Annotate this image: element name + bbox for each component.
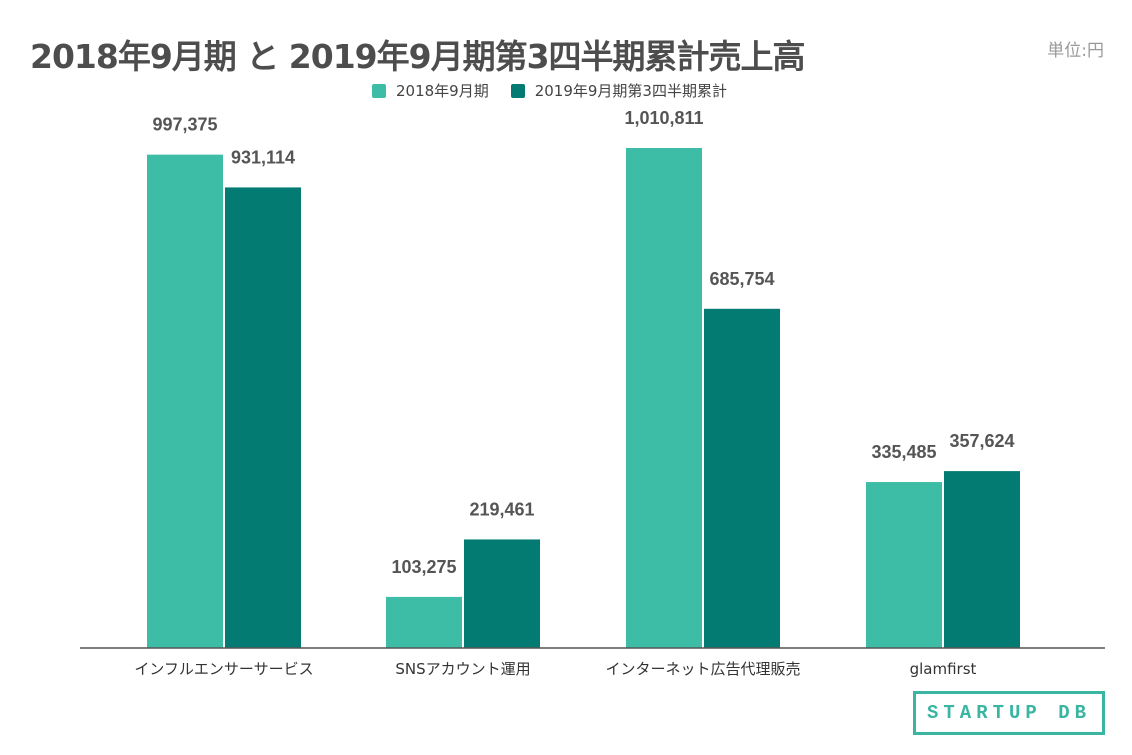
legend-label-2019: 2019年9月期第3四半期累計: [534, 82, 727, 100]
bar-2018-3: [866, 482, 942, 648]
bar-2019-3: [944, 471, 1020, 648]
data-label-2018-1: 103,275: [391, 557, 456, 577]
data-label-2019-2: 685,754: [709, 269, 774, 289]
x-tick-label-0: インフルエンサーサービス: [134, 660, 313, 678]
bar-2018-0: [147, 154, 223, 648]
data-label-2018-0: 997,375: [152, 115, 217, 135]
x-tick-label-2: インターネット広告代理販売: [605, 660, 800, 678]
legend-item-2019: 2019年9月期第3四半期累計: [510, 80, 727, 101]
legend-swatch-2018: [372, 83, 386, 98]
bar-2018-2: [626, 148, 702, 648]
legend-swatch-2019: [510, 83, 525, 98]
bar-2019-0: [225, 187, 301, 648]
x-tick-label-1: SNSアカウント運用: [395, 660, 530, 678]
data-label-2019-3: 357,624: [949, 431, 1014, 451]
bar-2018-1: [386, 596, 462, 648]
data-label-2019-1: 219,461: [469, 499, 534, 519]
legend-item-2018: 2018年9月期: [372, 80, 489, 101]
legend: 2018年9月期 2019年9月期第3四半期累計: [372, 80, 749, 101]
data-label-2018-2: 1,010,811: [624, 108, 703, 128]
unit-label: 単位:円: [1047, 41, 1104, 61]
startup-db-logo: STARTUP DB: [913, 691, 1105, 735]
legend-label-2018: 2018年9月期: [396, 82, 489, 100]
bar-2019-2: [704, 308, 780, 648]
data-label-2018-3: 335,485: [871, 442, 936, 462]
bar-2019-1: [464, 539, 540, 648]
data-label-2019-0: 931,114: [231, 147, 295, 167]
x-tick-label-3: glamfirst: [910, 660, 977, 678]
chart-title: 2018年9月期 と 2019年9月期第3四半期累計売上高: [30, 37, 806, 76]
